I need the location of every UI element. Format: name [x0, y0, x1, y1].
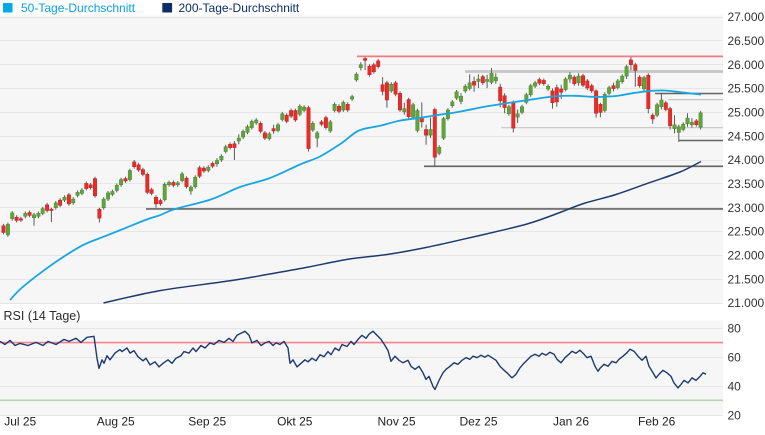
svg-text:20: 20	[728, 409, 742, 423]
svg-text:27.000: 27.000	[728, 10, 765, 24]
svg-text:21.500: 21.500	[728, 272, 765, 286]
svg-text:RSI (14 Tage): RSI (14 Tage)	[4, 309, 81, 323]
svg-text:200-Tage-Durchschnitt: 200-Tage-Durchschnitt	[179, 1, 300, 15]
svg-text:24.000: 24.000	[728, 153, 765, 167]
svg-text:26.000: 26.000	[728, 58, 765, 72]
svg-text:80: 80	[728, 321, 742, 335]
svg-text:60: 60	[728, 350, 742, 364]
svg-text:Sep 25: Sep 25	[188, 415, 226, 429]
svg-text:40: 40	[728, 380, 742, 394]
svg-text:24.500: 24.500	[728, 129, 765, 143]
svg-text:Aug 25: Aug 25	[97, 415, 135, 429]
svg-text:26.500: 26.500	[728, 34, 765, 48]
svg-text:50-Tage-Durchschnitt: 50-Tage-Durchschnitt	[21, 1, 136, 15]
svg-text:Okt 25: Okt 25	[277, 415, 313, 429]
svg-text:25.500: 25.500	[728, 82, 765, 96]
svg-text:23.500: 23.500	[728, 177, 765, 191]
svg-text:25.000: 25.000	[728, 106, 765, 120]
svg-text:22.000: 22.000	[728, 249, 765, 263]
svg-text:Jan 26: Jan 26	[553, 415, 589, 429]
svg-text:Nov 25: Nov 25	[378, 415, 416, 429]
svg-text:23.000: 23.000	[728, 201, 765, 215]
svg-text:22.500: 22.500	[728, 225, 765, 239]
svg-text:Feb 26: Feb 26	[638, 415, 676, 429]
svg-text:Dez 25: Dez 25	[460, 415, 498, 429]
svg-text:21.000: 21.000	[728, 296, 765, 310]
svg-text:Jul 25: Jul 25	[4, 415, 36, 429]
